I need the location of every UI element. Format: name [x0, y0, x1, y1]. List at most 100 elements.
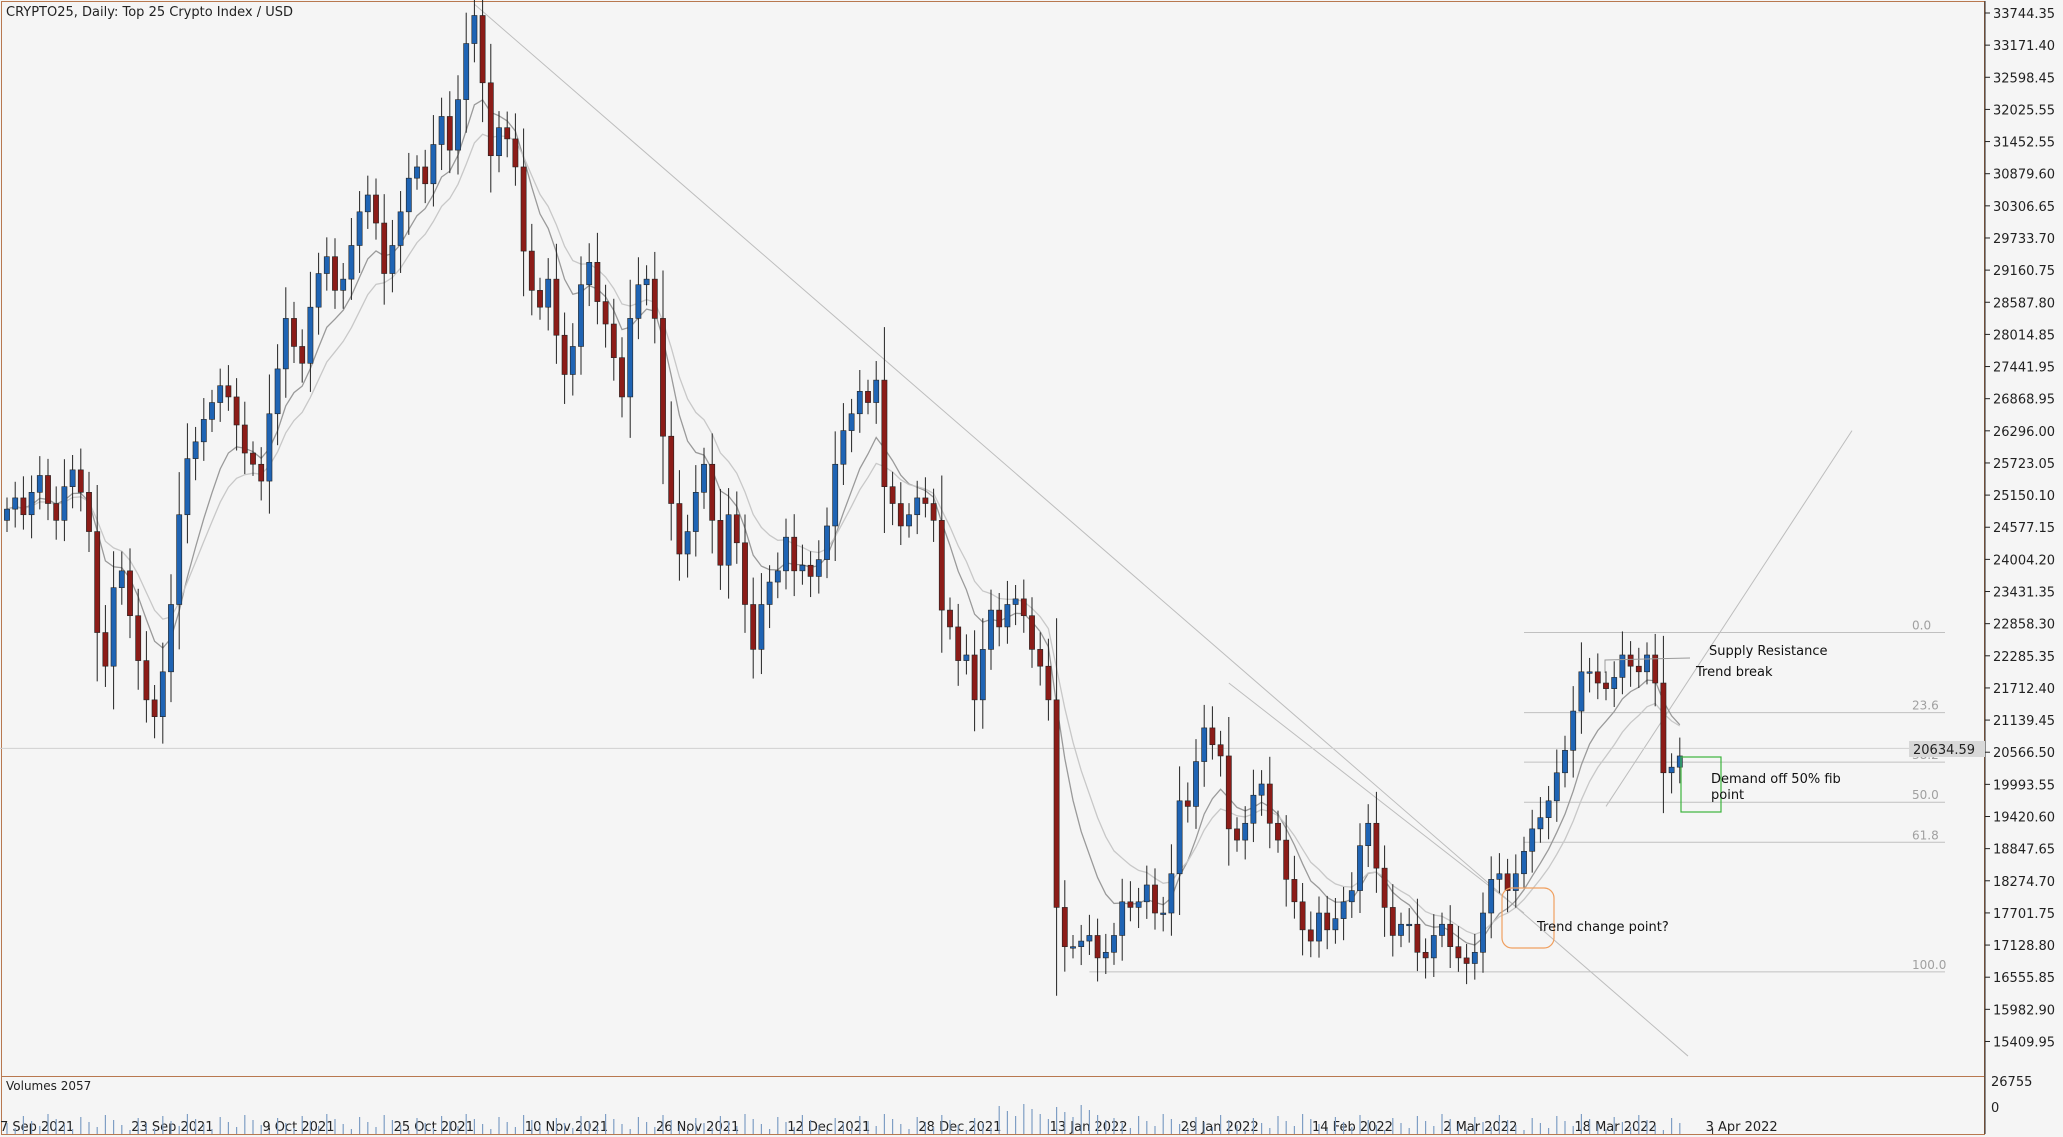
candle	[233, 378, 240, 451]
candle-body-bull	[1193, 761, 1199, 807]
candle	[315, 252, 322, 335]
candle	[594, 232, 601, 325]
candle	[1496, 853, 1503, 894]
time-tick-label: 26 Nov 2021	[656, 1120, 739, 1135]
price-tick-label: 18847.65	[1993, 843, 2055, 858]
candle-body-bull	[1111, 935, 1117, 953]
price-axis: 33744.35 33171.40 32598.45 32025.55 31452.55…	[1985, 7, 2055, 1050]
candle-body-bear	[1414, 923, 1421, 953]
time-tick-label: 18 Mar 2022	[1574, 1120, 1656, 1135]
candle-body-bull	[1545, 800, 1552, 818]
candle-body-bull	[405, 177, 412, 213]
time-tick-label: 3 Apr 2022	[1706, 1120, 1778, 1135]
candle	[873, 361, 880, 424]
candle-body-bull	[586, 262, 593, 286]
candle	[979, 618, 986, 729]
candle	[217, 368, 224, 422]
candle	[1004, 580, 1011, 644]
candle	[258, 447, 265, 501]
candle	[1283, 815, 1290, 907]
candle-body-bear	[922, 497, 929, 504]
candle	[1455, 926, 1462, 972]
candle-body-bull	[118, 570, 125, 588]
candle	[422, 149, 429, 204]
time-tick-label: 7 Sep 2021	[0, 1120, 74, 1135]
time-tick-label: 2 Mar 2022	[1443, 1120, 1517, 1135]
fib-level-label: 23.6	[1912, 699, 1939, 713]
candle	[266, 374, 273, 514]
candle	[545, 258, 552, 331]
candle	[553, 243, 560, 364]
candle	[1201, 704, 1208, 787]
trend-change-label: Trend change point?	[1536, 920, 1669, 935]
candle-body-bull	[1619, 654, 1626, 678]
candle	[110, 551, 117, 710]
candle	[1086, 914, 1093, 955]
candle	[118, 551, 125, 605]
candle	[4, 497, 10, 532]
candle-body-bull	[1406, 923, 1413, 927]
trendlines	[0, 3, 1985, 1057]
candle-body-bull	[69, 469, 76, 487]
price-tick-label: 17701.75	[1993, 907, 2055, 922]
candle	[61, 459, 68, 542]
candle	[856, 370, 863, 433]
volume-tick-zero: 0	[1991, 1101, 1999, 1116]
candle-body-bull	[1201, 727, 1208, 762]
candle-body-bull	[159, 671, 166, 717]
candle-body-bull	[766, 581, 773, 605]
candle	[1422, 938, 1429, 979]
candle-body-bull	[168, 604, 174, 673]
candle	[602, 284, 609, 348]
candle	[250, 441, 256, 476]
candle-body-bear	[1455, 946, 1462, 959]
candle	[1570, 686, 1577, 778]
candle	[963, 634, 970, 675]
fib-level-label: 0.0	[1912, 619, 1931, 633]
candle-body-bear	[241, 424, 248, 454]
candle	[955, 603, 962, 686]
candle	[45, 458, 51, 521]
candle-body-bull	[1529, 828, 1536, 852]
candle	[832, 431, 839, 562]
candle-body-bear	[1152, 884, 1158, 914]
candle-body-bear	[504, 127, 511, 140]
demand-label-line1: Demand off 50% fib	[1711, 772, 1841, 787]
candle-body-bear	[553, 278, 560, 336]
candle-body-bear	[127, 570, 133, 617]
candle	[1037, 632, 1044, 686]
price-tick-label: 20566.50	[1993, 746, 2055, 761]
candle	[906, 503, 912, 538]
candle-body-bear	[1447, 923, 1454, 947]
candle	[1266, 756, 1273, 849]
candle	[463, 12, 470, 133]
candle-body-bear	[897, 503, 904, 527]
candle-body-bear	[865, 391, 871, 403]
candle-body-bull	[200, 419, 207, 443]
candle	[1537, 797, 1544, 843]
candle	[135, 588, 142, 690]
candle-body-bear	[1217, 744, 1224, 757]
candle-body-bear	[1094, 935, 1101, 959]
candle	[684, 514, 691, 578]
candle	[1381, 845, 1388, 937]
time-tick-label: 13 Jan 2022	[1050, 1120, 1128, 1135]
candle	[446, 91, 453, 174]
candle	[660, 270, 666, 485]
current-price-label: 20634.59	[1913, 743, 1975, 758]
candle	[282, 287, 289, 398]
candle-body-bull	[1430, 935, 1437, 959]
candle-body-bull	[266, 413, 273, 482]
candle	[1586, 657, 1593, 693]
candle	[1480, 892, 1486, 973]
candle-body-bull	[1611, 677, 1618, 689]
candle-body-bear	[135, 615, 142, 661]
price-tick-label: 30879.60	[1993, 168, 2055, 183]
candle	[1504, 858, 1511, 913]
candle-body-bull	[1004, 604, 1011, 628]
price-tick-label: 29733.70	[1993, 232, 2055, 247]
candle-body-bull	[12, 497, 19, 510]
candle	[1529, 809, 1536, 873]
candle-body-bear	[1373, 822, 1380, 869]
